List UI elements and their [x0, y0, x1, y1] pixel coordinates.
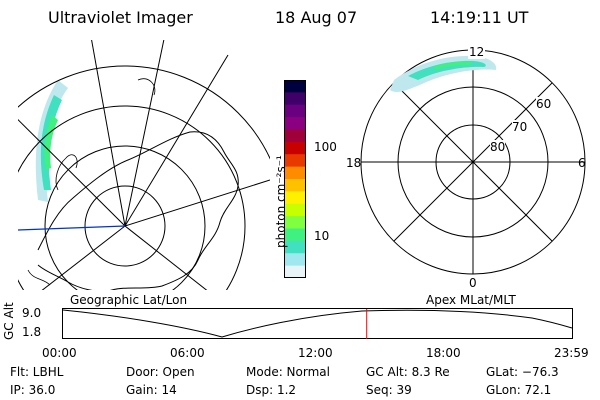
status-door: Door: Open: [126, 365, 195, 379]
aurora-emission-map: [35, 80, 68, 202]
status-ip: IP: 36.0: [10, 383, 56, 397]
polar-mlt-plot: [360, 49, 586, 275]
aurora-emission-polar: [390, 55, 497, 93]
status-filter: Flt: LBHL: [10, 365, 64, 379]
timeline-ytick-low: 1.8: [22, 325, 42, 339]
colorbar-tick-100: 100: [314, 140, 337, 154]
status-glon: GLon: 72.1: [486, 383, 552, 397]
colorbar-tick-10: 10: [314, 229, 330, 243]
timeline-xtick-1800: 18:00: [426, 346, 461, 360]
colorbar-band: [284, 228, 306, 242]
colorbar-band: [284, 129, 306, 143]
status-glat: GLat: −76.3: [486, 365, 559, 379]
mlat-ring-70: 70: [512, 120, 528, 134]
orbit-altitude-plot: [62, 308, 573, 339]
color-scale-bar: [284, 80, 306, 278]
mlt-label-dusk: 18: [346, 156, 362, 170]
colorbar-band: [284, 240, 306, 254]
colorbar-band: [284, 166, 306, 180]
timeline-left-title: Geographic Lat/Lon: [70, 293, 188, 307]
colorbar-band: [284, 216, 306, 230]
status-gc-alt: GC Alt: 8.3 Re: [366, 365, 450, 379]
status-gain: Gain: 14: [126, 383, 177, 397]
status-mode: Mode: Normal: [246, 365, 330, 379]
mlt-label-dawn: 6: [578, 156, 586, 170]
colorbar-band: [284, 92, 306, 106]
colorbar-band: [284, 265, 306, 278]
mlat-ring-80: 80: [490, 140, 506, 154]
colorbar-band: [284, 141, 306, 155]
instrument-title: Ultraviolet Imager: [48, 8, 193, 27]
status-dsp: Dsp: 1.2: [246, 383, 297, 397]
timeline-xtick-1200: 12:00: [298, 346, 333, 360]
colorbar-band: [284, 203, 306, 217]
observation-time: 14:19:11 UT: [430, 8, 529, 27]
timeline-right-title: Apex MLat/MLT: [426, 293, 516, 307]
colorbar-band: [284, 154, 306, 168]
colorbar-band: [284, 191, 306, 205]
colorbar-band: [284, 117, 306, 131]
colorbar-band: [284, 80, 306, 93]
observation-date: 18 Aug 07: [275, 8, 358, 27]
colorbar-band: [284, 253, 306, 267]
timeline-xtick-0000: 00:00: [42, 346, 77, 360]
mlat-ring-60: 60: [536, 97, 552, 111]
mlt-label-noon: 12: [468, 45, 486, 59]
timeline-xtick-0600: 06:00: [170, 346, 205, 360]
colorbar-band: [284, 179, 306, 192]
timeline-xtick-2359: 23:59: [554, 346, 589, 360]
mlt-label-midnight: 0: [468, 276, 478, 290]
timeline-ytick-high: 9.0: [22, 306, 42, 320]
status-seq: Seq: 39: [366, 383, 412, 397]
timeline-ylabel: GC Alt: [2, 302, 16, 340]
colorbar-unit-label: photon cm⁻²s⁻¹: [274, 155, 288, 248]
colorbar-band: [284, 104, 306, 118]
geographic-map: [18, 40, 270, 290]
